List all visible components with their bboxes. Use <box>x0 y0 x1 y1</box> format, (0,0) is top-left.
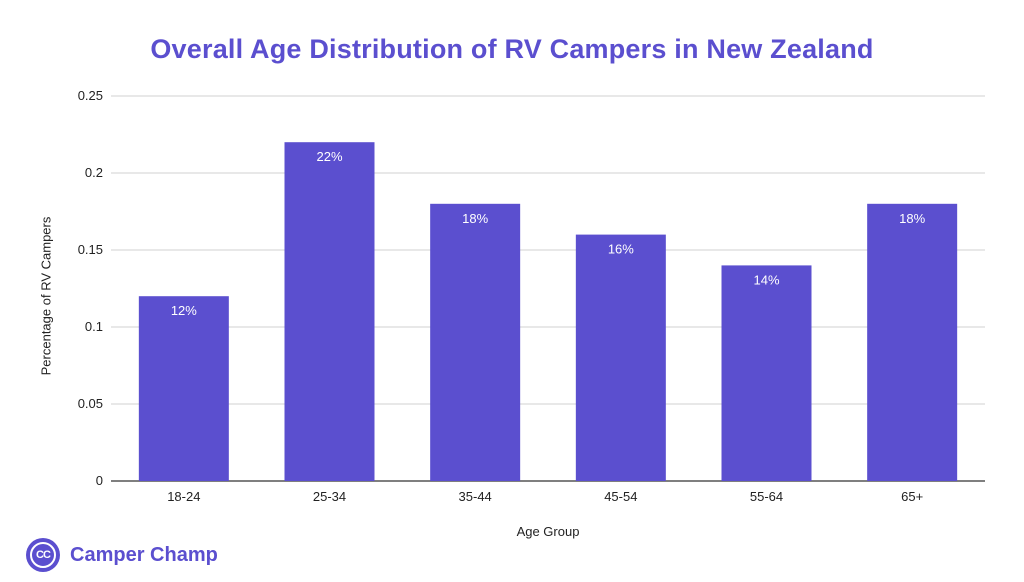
x-tick-label: 18-24 <box>167 489 200 504</box>
chart-title: Overall Age Distribution of RV Campers i… <box>150 34 874 64</box>
x-tick-label: 25-34 <box>313 489 346 504</box>
data-label: 18% <box>899 211 925 226</box>
y-tick-label: 0.2 <box>85 165 103 180</box>
y-tick-label: 0.15 <box>78 242 103 257</box>
logo-monogram: CC <box>30 542 56 568</box>
data-label: 22% <box>316 149 342 164</box>
data-label: 12% <box>171 303 197 318</box>
bar-45-54 <box>575 234 666 481</box>
bar-25-34 <box>284 142 375 481</box>
x-tick-label: 45-54 <box>604 489 637 504</box>
x-tick-label: 65+ <box>901 489 923 504</box>
bar-35-44 <box>430 203 521 482</box>
bar-65+ <box>867 203 958 482</box>
y-tick-label: 0.1 <box>85 319 103 334</box>
bar-55-64 <box>721 265 812 481</box>
x-tick-label: 35-44 <box>459 489 492 504</box>
data-label: 14% <box>753 272 779 287</box>
data-label: 18% <box>462 211 488 226</box>
brand-logo: CC Camper Champ <box>26 537 218 573</box>
x-axis-label: Age Group <box>516 524 580 539</box>
y-tick-label: 0.05 <box>78 396 103 411</box>
brand-name: Camper Champ <box>70 543 218 566</box>
camper-champ-logo-icon: CC <box>26 538 60 572</box>
y-tick-label: 0 <box>96 473 103 488</box>
data-label: 16% <box>608 242 634 257</box>
x-tick-label: 55-64 <box>750 489 783 504</box>
y-axis-label: Percentage of RV Campers <box>38 216 54 376</box>
bar-18-24 <box>138 296 229 481</box>
y-tick-label: 0.25 <box>78 88 103 103</box>
